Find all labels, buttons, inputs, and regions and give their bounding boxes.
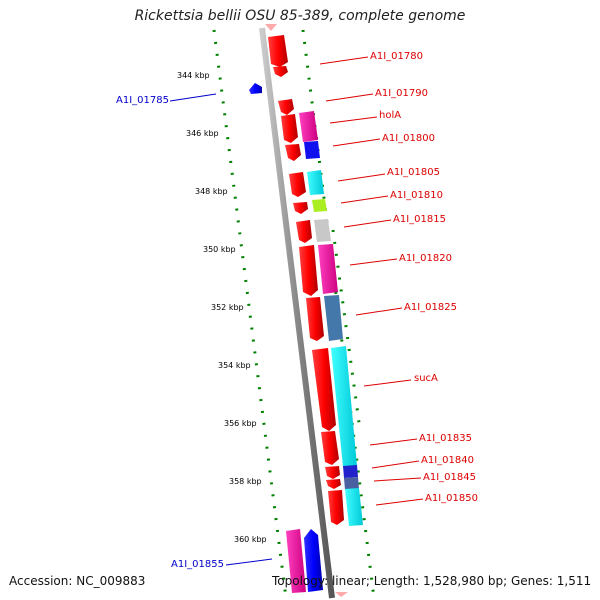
cog-block-A1I_01825 <box>324 295 343 341</box>
gene-arrow-A1I_01835[interactable] <box>321 431 339 465</box>
gene-arrow-A1I_01855[interactable] <box>304 529 323 592</box>
gene-arrow-A1I_01815[interactable] <box>296 220 312 243</box>
gene-label-holA[interactable]: holA <box>379 110 401 121</box>
cog-block-sucA <box>331 346 357 467</box>
gene-label-A1I_01835[interactable]: A1I_01835 <box>419 433 472 444</box>
gene-arrow-A1I_01780b[interactable] <box>273 66 288 77</box>
cog-block-A1I_01800 <box>304 141 320 159</box>
tick-label-360: 360 kbp <box>234 535 267 544</box>
gene-arrow-A1I_01785[interactable] <box>249 83 262 94</box>
gene-label-A1I_01790[interactable]: A1I_01790 <box>375 88 428 99</box>
leader-A1I_01820 <box>349 258 398 266</box>
tick-label-348: 348 kbp <box>195 187 228 196</box>
tick-label-354: 354 kbp <box>218 361 251 370</box>
gene-arrow-sucA[interactable] <box>312 348 336 431</box>
cog-block-A1I_01810 <box>312 199 327 212</box>
tick-label-356: 356 kbp <box>224 419 257 428</box>
map-title: Rickettsia bellii OSU 85-389, complete g… <box>134 8 466 24</box>
genome-stats-text: Topology: linear; Length: 1,528,980 bp; … <box>272 574 592 588</box>
label-leader-lines <box>169 56 424 566</box>
gene-label-A1I_01825[interactable]: A1I_01825 <box>404 302 457 313</box>
leader-A1I_01835 <box>369 438 418 446</box>
leader-A1I_01825 <box>355 307 403 316</box>
gene-arrow-A1I_01850[interactable] <box>328 490 344 525</box>
gene-arrow-A1I_01845[interactable] <box>326 479 341 489</box>
leader-A1I_01805 <box>337 173 386 182</box>
tick-label-358: 358 kbp <box>229 477 262 486</box>
leader-sucA <box>363 379 412 387</box>
gene-label-A1I_01810[interactable]: A1I_01810 <box>390 190 443 201</box>
cog-block-A1I_01820 <box>318 244 338 294</box>
gene-label-sucA[interactable]: sucA <box>414 373 438 384</box>
forward-strand-genes <box>268 35 344 525</box>
leader-A1I_01785 <box>169 93 217 102</box>
leader-A1I_01790 <box>325 93 374 102</box>
leader-A1I_01815 <box>343 219 392 228</box>
tick-label-352: 352 kbp <box>211 303 244 312</box>
gene-label-A1I_01805[interactable]: A1I_01805 <box>387 167 440 178</box>
gene-arrow-A1I_01800[interactable] <box>285 144 301 161</box>
gene-label-A1I_01845[interactable]: A1I_01845 <box>423 472 476 483</box>
reverse-strand-genes <box>249 83 323 592</box>
cog-block-A1I_01855 <box>286 529 306 593</box>
cog-block-A1I_01845 <box>344 477 359 490</box>
kbp-tick-labels: 344 kbp 346 kbp 348 kbp 350 kbp 352 kbp … <box>177 71 267 544</box>
tick-label-344: 344 kbp <box>177 71 210 80</box>
cog-block-A1I_01850 <box>345 488 363 526</box>
ring-dotted-line-outer-2 <box>331 229 362 431</box>
bottom-end-marker <box>335 592 348 597</box>
gene-arrow-A1I_01810[interactable] <box>293 202 308 214</box>
gene-label-A1I_01800[interactable]: A1I_01800 <box>382 133 435 144</box>
gene-arrow-A1I_01820[interactable] <box>299 245 318 296</box>
gene-labels: A1I_01780 A1I_01785 A1I_01790 holA A1I_0… <box>116 51 478 570</box>
gene-label-A1I_01820[interactable]: A1I_01820 <box>399 253 452 264</box>
gene-arrow-A1I_01840[interactable] <box>325 466 340 479</box>
accession-text: Accession: NC_009883 <box>9 574 146 588</box>
gene-arrow-A1I_01780[interactable] <box>268 35 288 67</box>
cog-block-A1I_01840 <box>343 465 358 478</box>
leader-A1I_01800 <box>332 138 381 147</box>
gene-arrow-A1I_01790[interactable] <box>278 99 294 115</box>
leader-A1I_01780 <box>319 56 369 65</box>
gene-label-A1I_01850[interactable]: A1I_01850 <box>425 493 478 504</box>
gene-arrow-A1I_01825[interactable] <box>306 297 324 341</box>
gene-label-A1I_01780[interactable]: A1I_01780 <box>370 51 423 62</box>
genome-backbone <box>259 27 335 599</box>
leader-A1I_01845 <box>373 477 422 482</box>
cog-block-A1I_01815 <box>314 219 331 242</box>
gene-label-A1I_01815[interactable]: A1I_01815 <box>393 214 446 225</box>
leader-A1I_01810 <box>340 195 389 204</box>
gene-arrow-holA[interactable] <box>281 114 298 143</box>
tick-label-346: 346 kbp <box>186 129 219 138</box>
leader-A1I_01855 <box>225 558 273 566</box>
leader-holA <box>329 116 378 124</box>
gene-arrow-A1I_01805[interactable] <box>289 172 306 197</box>
top-end-marker <box>265 24 277 31</box>
gene-label-A1I_01785[interactable]: A1I_01785 <box>116 95 169 106</box>
gene-label-A1I_01855[interactable]: A1I_01855 <box>171 559 224 570</box>
cog-category-blocks <box>286 111 363 593</box>
gene-label-A1I_01840[interactable]: A1I_01840 <box>421 455 474 466</box>
cog-block-holA <box>299 111 318 142</box>
tick-label-350: 350 kbp <box>203 245 236 254</box>
leader-A1I_01850 <box>375 498 424 506</box>
cog-block-A1I_01805 <box>307 170 324 195</box>
leader-A1I_01840 <box>371 460 420 469</box>
